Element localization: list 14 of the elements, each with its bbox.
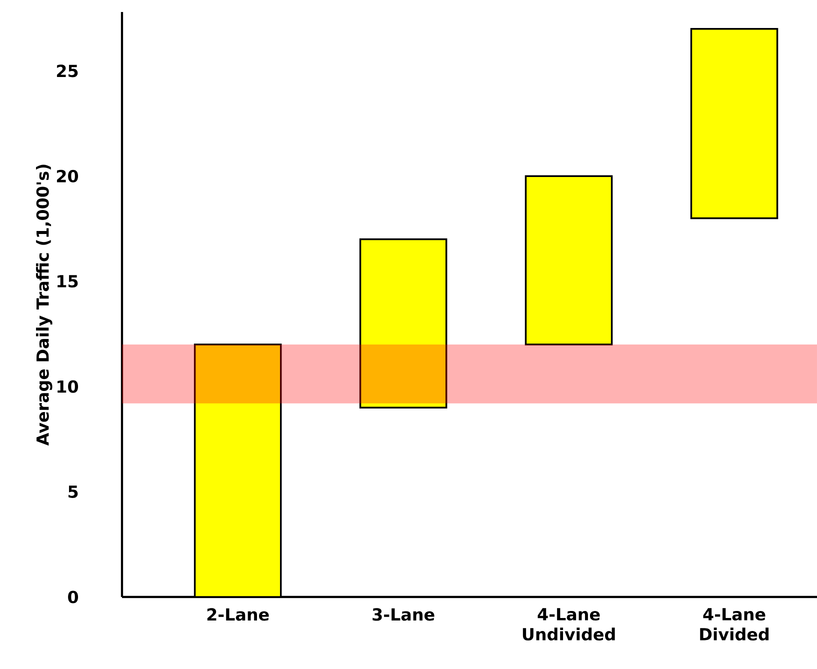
- y-tick-label: 25: [56, 64, 78, 78]
- x-tick-label: 4-Lane Undivided: [522, 608, 615, 641]
- bar: [524, 175, 613, 346]
- x-tick-label: 2-Lane: [207, 608, 269, 621]
- y-tick-label: 0: [68, 590, 78, 604]
- y-tick-label: 20: [56, 170, 78, 182]
- x-tick-label: 4-Lane Divided: [700, 608, 769, 641]
- y-tick-label: 10: [58, 380, 78, 393]
- y-axis-title: Average Daily Traffic (1,000's): [36, 164, 52, 446]
- y-tick-label: 15: [58, 275, 78, 288]
- x-tick-label: 3-Lane: [372, 608, 434, 621]
- bar: [359, 238, 448, 408]
- bar: [690, 28, 778, 220]
- y-tick-label: 5: [68, 486, 78, 498]
